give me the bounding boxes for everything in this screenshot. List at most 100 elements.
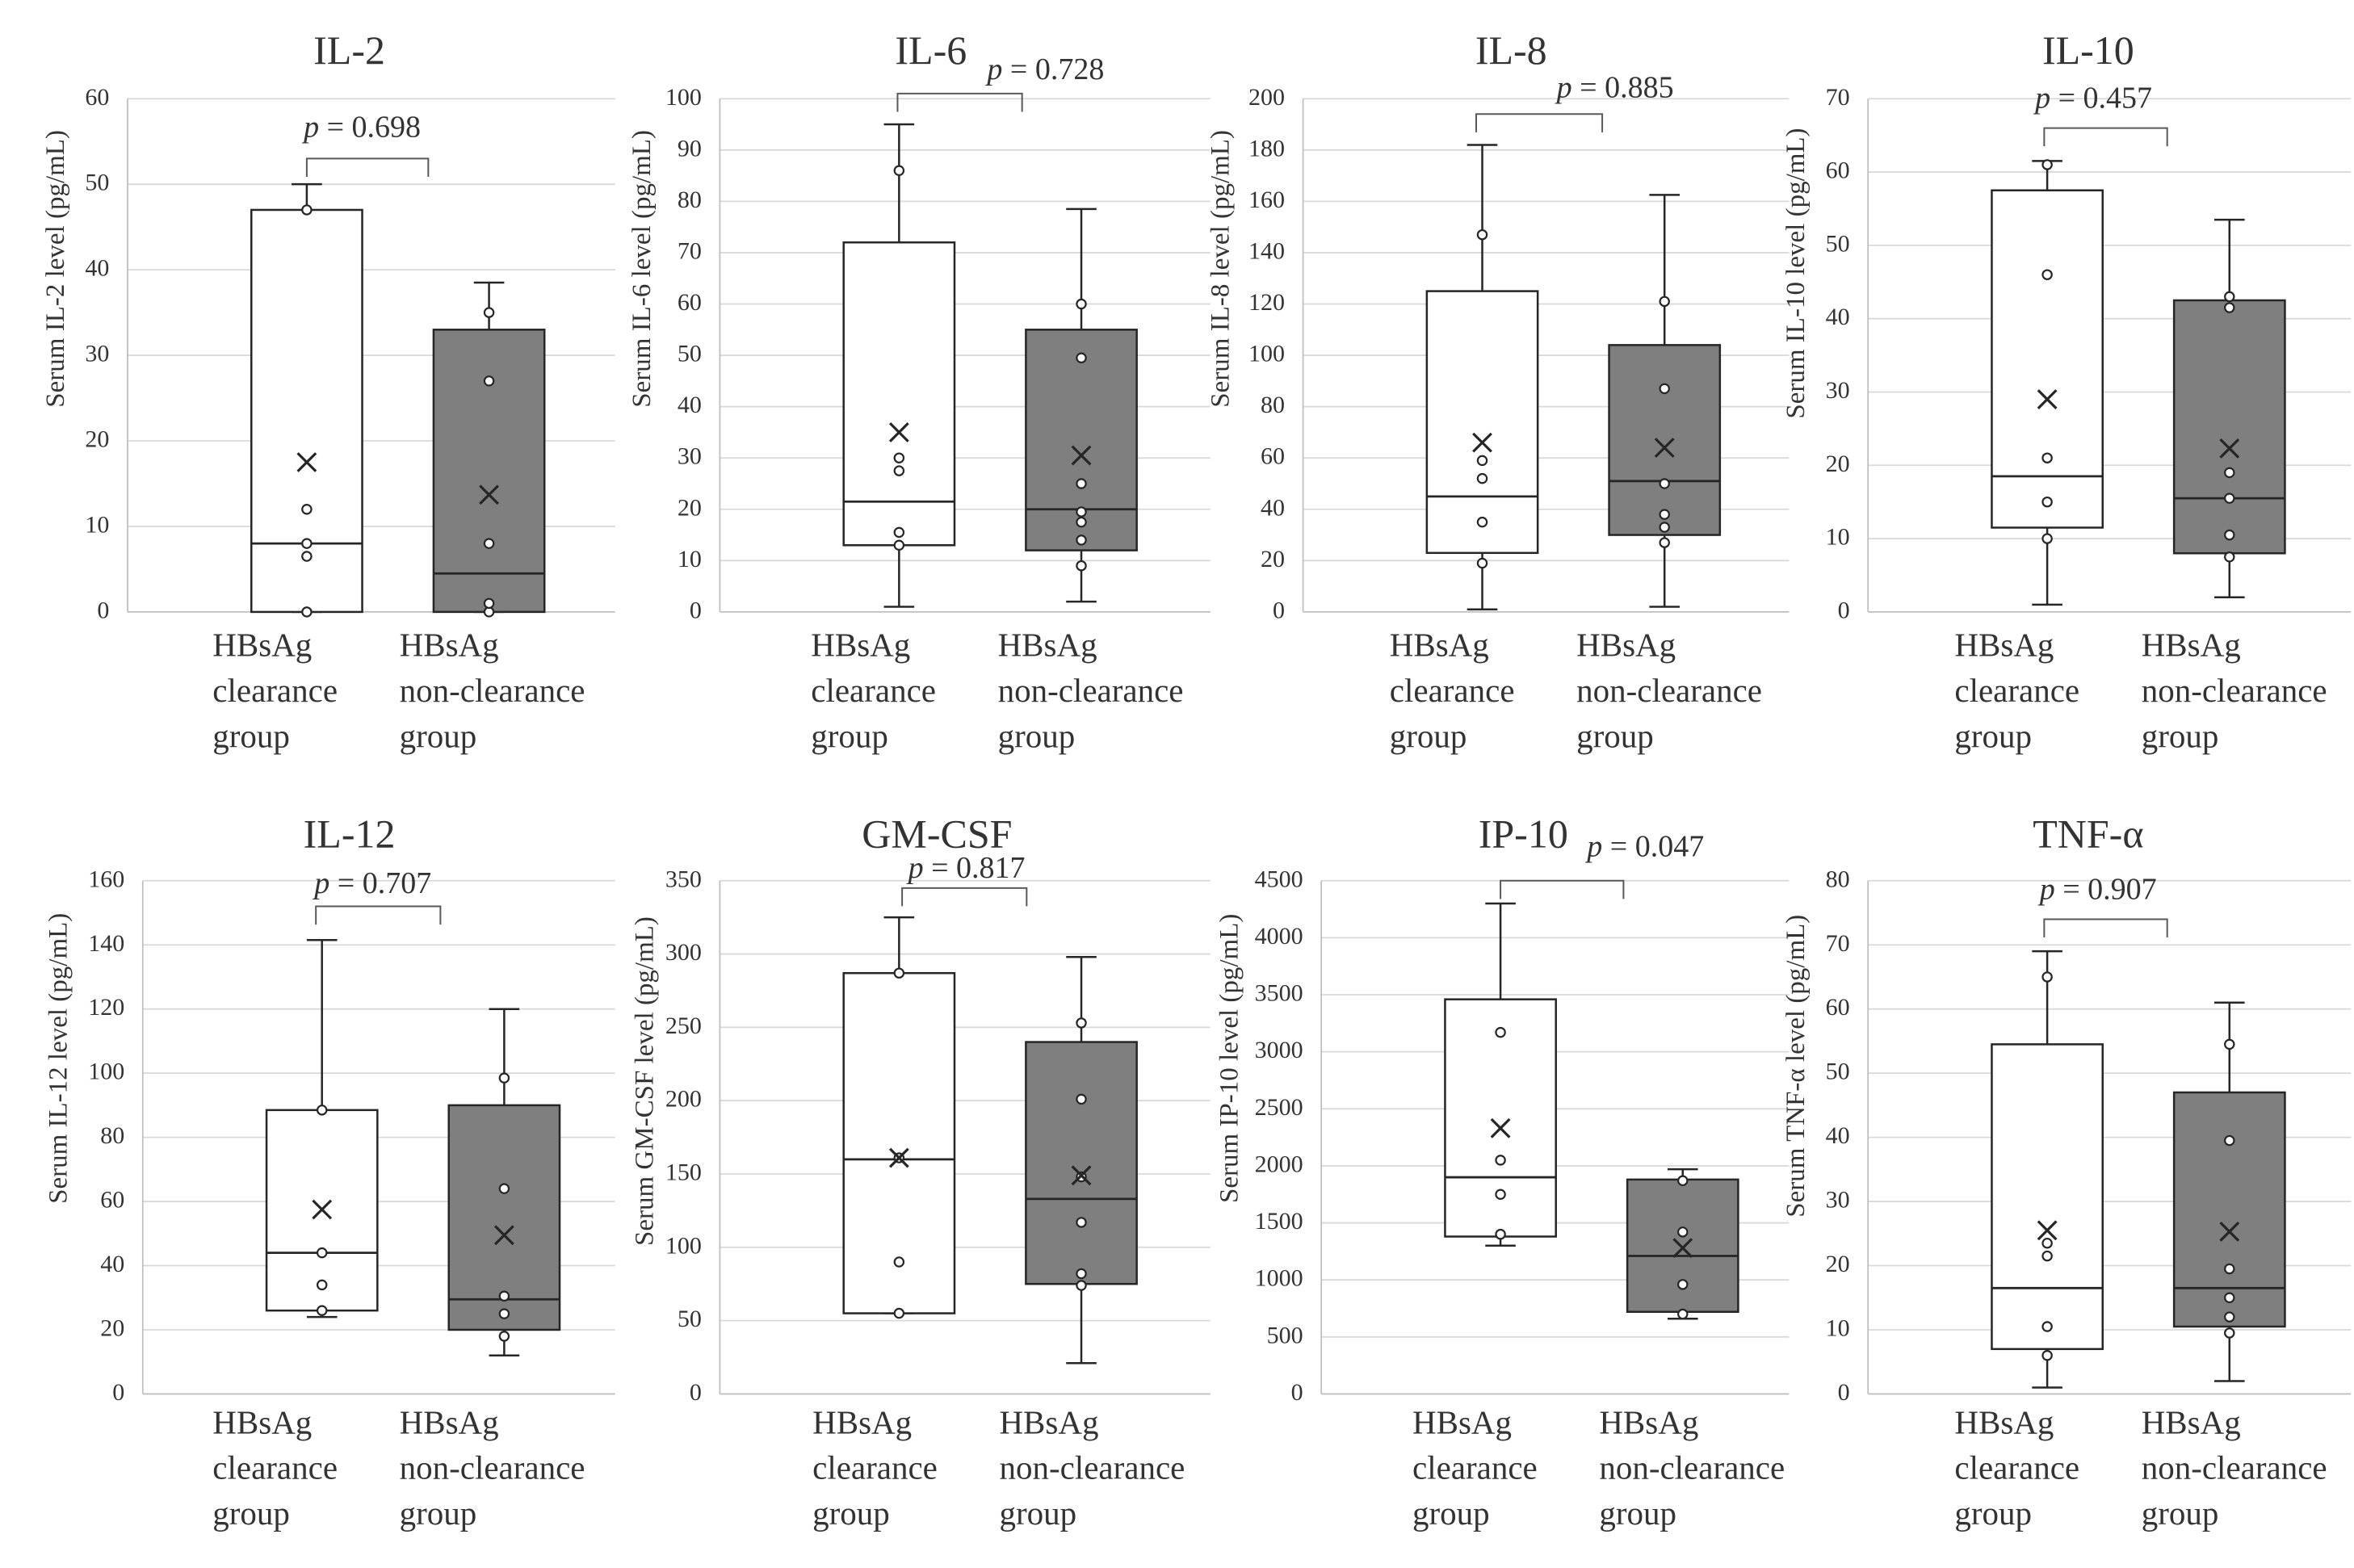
category-label: clearance: [1390, 672, 1515, 709]
y-tick-label: 100: [665, 1232, 702, 1259]
y-tick-label: 20: [85, 426, 109, 453]
category-label: group: [812, 1495, 890, 1532]
data-point: [1076, 535, 1087, 546]
p-value-label: p = 0.047: [1584, 830, 1704, 864]
y-tick-label: 120: [88, 994, 124, 1021]
data-point: [498, 1290, 510, 1302]
y-tick-label: 60: [678, 289, 702, 316]
category-label: HBsAg: [1390, 626, 1489, 663]
data-point: [2041, 533, 2053, 544]
y-tick-label: 0: [1838, 1379, 1850, 1406]
y-tick-label: 50: [678, 1306, 702, 1332]
box-non-clearance: [1626, 1178, 1739, 1313]
data-point: [498, 1183, 510, 1194]
data-point: [1076, 478, 1087, 489]
data-point: [301, 504, 313, 515]
data-point: [1076, 1217, 1087, 1228]
category-label: HBsAg: [2142, 1403, 2241, 1440]
box-non-clearance: [1608, 344, 1722, 536]
chart-title: IP-10: [1479, 811, 1568, 856]
p-symbol: p: [1584, 830, 1602, 864]
y-tick-label: 4500: [1255, 866, 1303, 892]
chart-title: IL-6: [895, 27, 967, 73]
category-label: non-clearance: [998, 672, 1184, 709]
data-point: [2224, 291, 2235, 303]
y-tick-label: 80: [100, 1122, 124, 1149]
data-point: [498, 1072, 510, 1084]
y-tick-label: 140: [1248, 237, 1285, 264]
y-tick-label: 60: [85, 84, 109, 111]
y-axis-title: Serum IL-10 level (pg/mL): [1781, 128, 1811, 418]
p-value: = 0.698: [319, 110, 421, 144]
y-tick-label: 40: [1261, 494, 1285, 521]
y-tick-label: 300: [665, 939, 702, 966]
data-point: [2224, 1327, 2235, 1339]
data-point: [1659, 478, 1670, 489]
y-tick-label: 10: [1826, 1314, 1850, 1341]
category-label: group: [400, 1495, 477, 1532]
category-label: HBsAg: [400, 1403, 499, 1440]
y-tick-label: 40: [1826, 304, 1850, 330]
data-point: [2224, 1134, 2235, 1147]
p-value: = 0.457: [2050, 82, 2152, 115]
data-point: [2224, 551, 2235, 563]
mean-marker: [1071, 1165, 1092, 1186]
y-tick-label: 80: [1261, 392, 1285, 418]
y-tick-label: 20: [100, 1314, 124, 1341]
data-point: [893, 165, 905, 176]
data-point: [1659, 537, 1670, 548]
chart-title: IL-12: [304, 811, 396, 856]
p-symbol: p: [984, 52, 1002, 86]
category-label: HBsAg: [812, 1403, 912, 1440]
data-point: [2041, 269, 2053, 280]
category-label: group: [212, 717, 290, 754]
y-tick-label: 2500: [1255, 1094, 1303, 1121]
p-value-label: p = 0.907: [2037, 872, 2157, 906]
y-axis-title: Serum IP-10 level (pg/mL): [1215, 914, 1244, 1203]
y-tick-label: 40: [678, 392, 702, 418]
mean-marker: [2037, 1220, 2058, 1241]
y-tick-label: 200: [1248, 84, 1285, 111]
y-tick-label: 70: [1826, 930, 1850, 957]
data-point: [1495, 1155, 1506, 1166]
y-tick-label: 0: [690, 597, 702, 623]
y-tick-label: 60: [1826, 994, 1850, 1021]
mean-marker: [1490, 1117, 1511, 1138]
data-point: [316, 1305, 328, 1316]
category-label: group: [1412, 1495, 1490, 1532]
mean-marker: [1672, 1238, 1693, 1259]
category-label: group: [999, 1495, 1076, 1532]
category-label: clearance: [1954, 672, 2079, 709]
y-tick-label: 20: [678, 494, 702, 521]
data-point: [2224, 302, 2235, 313]
category-label: group: [1576, 717, 1654, 754]
y-axis-title: Serum TNF-α level (pg/mL): [1781, 915, 1811, 1218]
mean-marker: [2219, 438, 2240, 459]
p-value-label: p = 0.698: [301, 110, 421, 144]
data-point: [498, 1331, 510, 1342]
y-tick-label: 80: [678, 187, 702, 213]
box-non-clearance: [432, 329, 546, 614]
data-point: [301, 606, 313, 618]
data-point: [1476, 455, 1488, 467]
category-label: group: [400, 717, 477, 754]
data-point: [893, 1307, 905, 1319]
data-point: [1677, 1308, 1689, 1320]
chart-title: TNF-α: [2033, 811, 2143, 856]
y-tick-label: 160: [88, 866, 124, 892]
y-tick-label: 60: [1826, 157, 1850, 184]
box-clearance: [842, 241, 956, 547]
significance-bracket: [2043, 127, 2168, 147]
y-tick-label: 30: [678, 443, 702, 470]
data-point: [2041, 1350, 2053, 1361]
y-tick-label: 30: [1826, 1187, 1850, 1214]
data-point: [1476, 228, 1488, 241]
y-tick-label: 50: [85, 170, 109, 196]
data-point: [1076, 298, 1087, 310]
category-label: clearance: [1412, 1449, 1538, 1486]
y-tick-label: 20: [1826, 451, 1850, 477]
data-point: [2041, 1237, 2053, 1249]
data-point: [2224, 467, 2235, 479]
data-point: [1076, 1093, 1087, 1105]
p-symbol: p: [2033, 82, 2050, 115]
